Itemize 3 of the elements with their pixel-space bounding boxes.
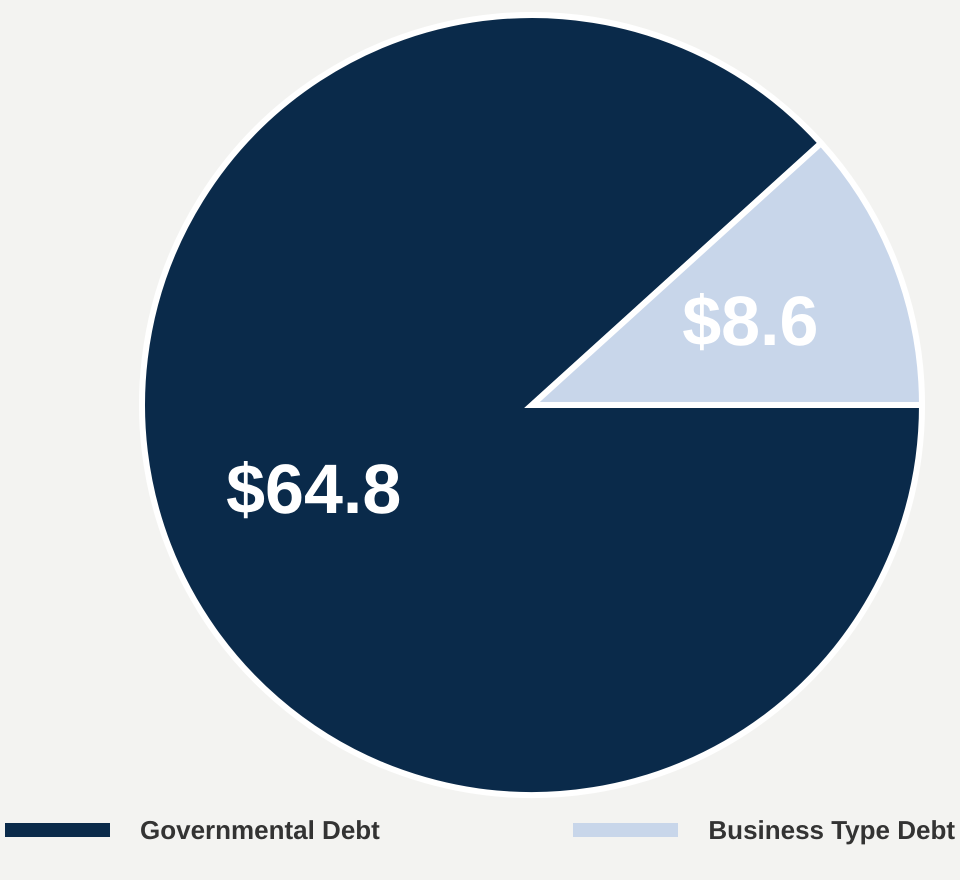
- data-label: $64.8: [226, 450, 402, 528]
- slice-label: Governmental Debt: [140, 814, 380, 846]
- legend-label: Business Type Debt: [708, 814, 955, 846]
